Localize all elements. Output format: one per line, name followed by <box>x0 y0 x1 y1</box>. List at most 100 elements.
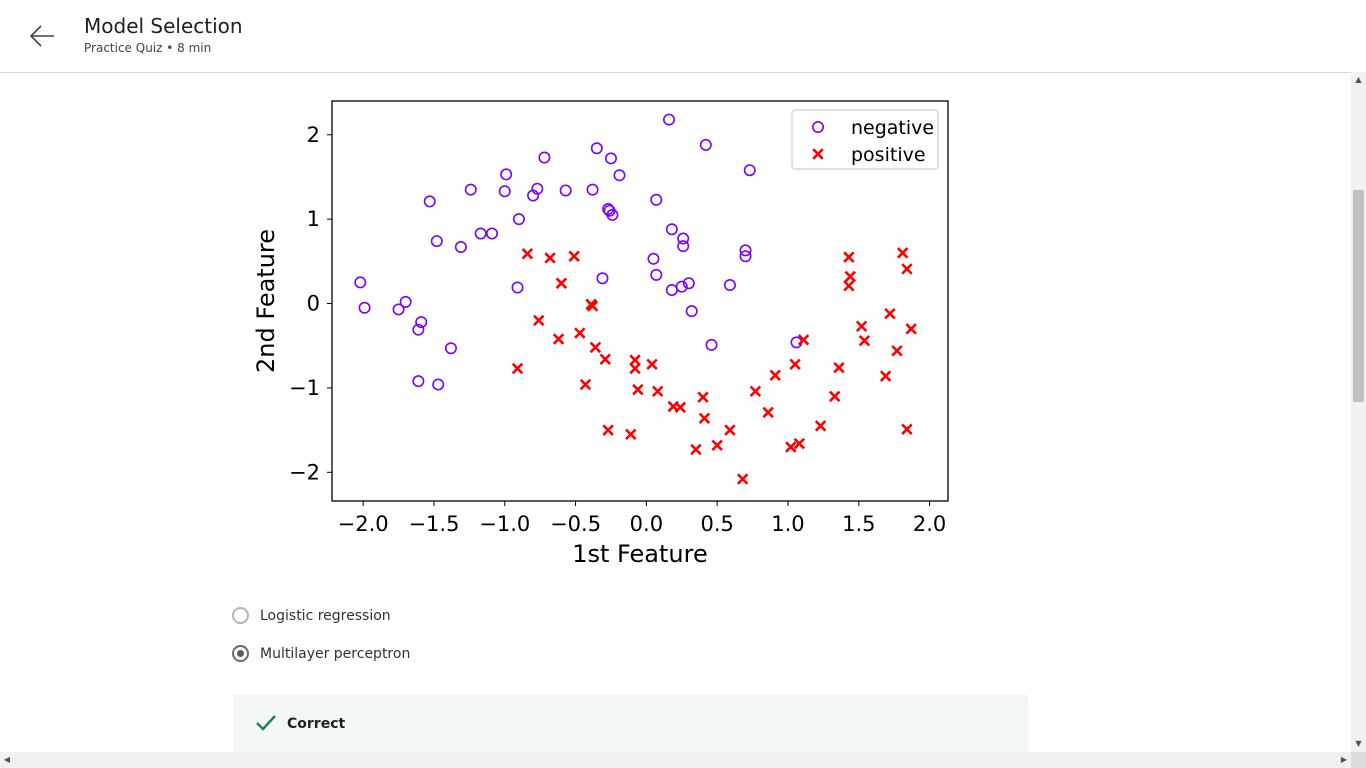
negative-point <box>354 276 367 289</box>
option-multilayer-perceptron[interactable]: Multilayer perceptron <box>232 645 410 662</box>
positive-point <box>797 334 810 346</box>
x-tick-label: −1.0 <box>479 512 530 536</box>
legend-marker-negative <box>811 120 824 133</box>
y-tick-label: 2 <box>307 123 320 147</box>
page-title: Model Selection <box>84 14 243 38</box>
negative-point <box>430 235 443 248</box>
positive-point <box>749 385 762 398</box>
radio-button[interactable] <box>232 645 249 662</box>
negative-point <box>596 272 609 285</box>
positive-point <box>814 420 827 432</box>
x-tick-label: 0.5 <box>700 512 733 536</box>
feedback-box: Correct <box>233 695 1028 755</box>
positive-point <box>855 320 868 333</box>
negative-point <box>699 138 712 151</box>
y-tick-label: −1 <box>289 376 320 400</box>
positive-point <box>891 345 903 357</box>
positive-point <box>651 385 664 398</box>
plot-frame <box>331 100 949 502</box>
negative-point <box>675 280 688 293</box>
negative-point <box>444 342 457 355</box>
negative-point <box>739 250 752 263</box>
negative-point <box>559 184 572 197</box>
positive-point <box>629 354 641 366</box>
positive-point <box>602 424 614 436</box>
x-tick-label: 0.0 <box>630 512 663 536</box>
negative-point <box>464 183 477 196</box>
negative-point <box>511 281 524 294</box>
option-label: Logistic regression <box>260 607 391 624</box>
positive-point <box>629 362 641 375</box>
negative-point <box>739 244 752 257</box>
negative-point <box>723 278 736 291</box>
y-axis-label: 2nd Feature <box>252 229 280 373</box>
positive-point <box>901 423 913 435</box>
legend-marker-positive <box>812 148 824 160</box>
legend-label-negative: negative <box>851 117 934 139</box>
x-tick-label: −1.5 <box>408 512 459 536</box>
negative-point <box>705 338 718 351</box>
legend-box <box>791 109 939 170</box>
scroll-down-icon[interactable]: ▼ <box>1355 739 1362 748</box>
scrollbar-thumb[interactable] <box>1353 190 1364 402</box>
negative-point <box>415 316 428 329</box>
negative-point <box>685 305 698 318</box>
positive-point <box>828 390 841 403</box>
positive-point <box>905 323 917 335</box>
negative-point <box>665 223 678 236</box>
quiz-header: Model Selection Practice Quiz • 8 min <box>0 0 1366 73</box>
negative-point <box>743 164 756 177</box>
negative-point <box>423 195 436 208</box>
positive-point <box>646 358 658 371</box>
negative-point <box>432 378 445 391</box>
x-tick-label: 1.5 <box>842 512 875 536</box>
positive-point <box>674 401 687 414</box>
scroll-up-icon[interactable]: ▲ <box>1355 75 1362 84</box>
positive-point <box>579 378 592 391</box>
negative-point <box>590 142 603 155</box>
negative-point <box>650 193 663 206</box>
negative-point <box>677 232 690 245</box>
horizontal-scrollbar[interactable]: ◀ ▶ <box>0 752 1351 768</box>
radio-button[interactable] <box>232 607 249 624</box>
x-tick-label: −0.5 <box>550 512 601 536</box>
positive-point <box>533 314 545 327</box>
positive-point <box>698 412 711 425</box>
negative-point <box>486 227 499 240</box>
negative-point <box>399 295 412 308</box>
positive-point <box>544 252 556 264</box>
x-tick-label: 1.0 <box>771 512 804 536</box>
option-logistic-regression[interactable]: Logistic regression <box>232 607 391 624</box>
scroll-right-icon[interactable]: ▶ <box>1340 755 1348 764</box>
legend-label-positive: positive <box>851 144 926 166</box>
vertical-scrollbar[interactable]: ▲ ▼ <box>1351 72 1366 752</box>
feedback-text: Correct <box>287 716 346 732</box>
positive-point <box>762 406 774 419</box>
scroll-left-icon[interactable]: ◀ <box>3 755 11 764</box>
positive-point <box>789 358 801 371</box>
positive-point <box>901 263 913 275</box>
page-subtitle: Practice Quiz • 8 min <box>84 41 212 55</box>
positive-point <box>833 361 845 374</box>
positive-point <box>843 280 855 292</box>
back-button[interactable] <box>22 18 62 54</box>
negative-point <box>663 113 676 126</box>
positive-point <box>574 327 586 339</box>
positive-point <box>736 473 749 485</box>
negative-point <box>358 301 371 314</box>
positive-point <box>896 247 909 259</box>
y-tick-label: −2 <box>289 460 320 484</box>
positive-point <box>711 439 723 452</box>
negative-point <box>412 323 425 336</box>
positive-point <box>589 341 602 354</box>
y-tick-label: 1 <box>307 207 320 231</box>
positive-point <box>785 441 797 453</box>
positive-point <box>599 353 612 365</box>
negative-point <box>512 213 525 226</box>
positive-point <box>555 277 568 289</box>
positive-point <box>884 307 896 320</box>
negative-point <box>606 208 619 221</box>
negative-point <box>682 277 695 290</box>
negative-point <box>665 284 678 297</box>
positive-point <box>521 248 534 260</box>
